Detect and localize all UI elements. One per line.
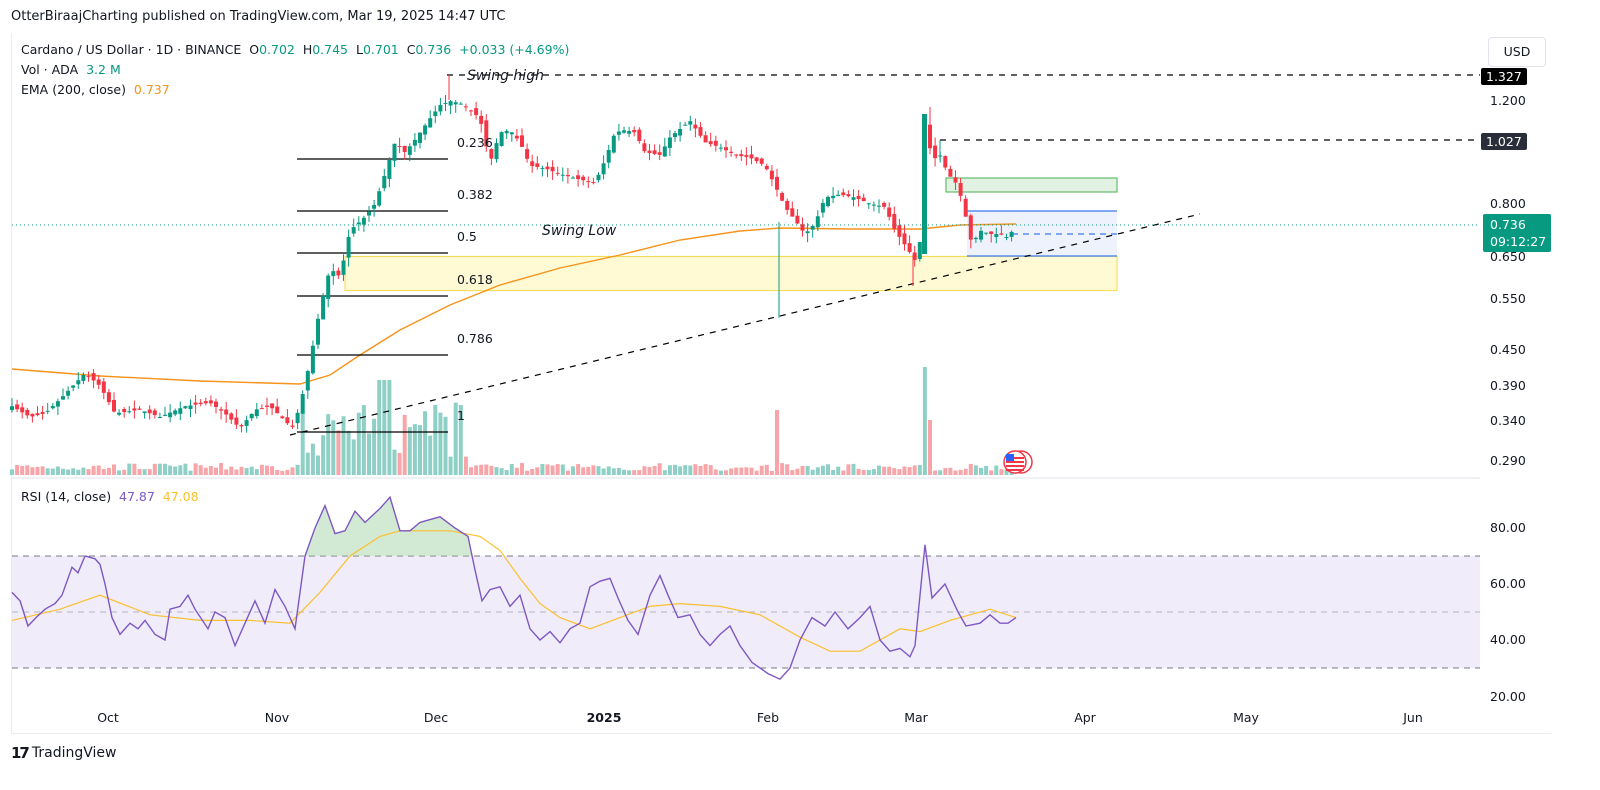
fib-level-label: 0.382 [457,187,493,202]
volume-label: Vol · ADA [21,62,79,77]
price-tick: 0.390 [1490,378,1526,393]
time-tick: Nov [264,710,290,725]
time-tick: May [1233,710,1259,725]
fib-level-label: 0.5 [457,229,477,244]
time-tick: 2025 [586,710,622,725]
candles [10,75,1014,433]
tradingview-brand[interactable]: 17 TradingView [11,744,116,762]
volume-legend[interactable]: Vol · ADA 3.2 M [21,62,121,77]
price-tick: 1.200 [1490,93,1526,108]
rsi-ma-value: 47.08 [162,489,199,504]
last-price: 0.736 [1490,217,1526,232]
price-tick: 0.340 [1490,413,1526,428]
price-tick: 0.800 [1490,196,1526,211]
ema-200-line [11,223,1017,385]
low-label: L [355,42,363,57]
time-tick: Feb [756,710,780,725]
rsi-tick: 80.00 [1490,520,1526,535]
rsi-tick: 20.00 [1490,689,1526,704]
ema-legend[interactable]: EMA (200, close) 0.737 [21,82,170,97]
time-tick: Jun [1403,710,1423,725]
level-price-tag: 1.027 [1481,133,1527,150]
time-tick: Apr [1074,710,1096,725]
last-price-tag: 0.736 09:12:27 [1483,214,1551,252]
ascending-trendline [289,213,1201,436]
close-label: C [406,42,416,57]
swing-high-price-tag: 1.327 [1481,68,1527,85]
golden-pocket-zone [344,255,1118,292]
rsi-label: RSI (14, close) [21,489,112,504]
fib-level-label: 0.786 [457,331,493,346]
bar-countdown: 09:12:27 [1490,234,1547,249]
brand-name: TradingView [31,745,117,761]
change-value: +0.033 (+4.69%) [459,42,570,57]
rsi-value: 47.87 [119,489,155,504]
time-tick: Dec [423,710,449,725]
volume-bars [10,367,1014,475]
high-label: H [302,42,313,57]
open-value: 0.702 [259,42,295,57]
rsi-ma-line [11,530,1017,652]
swing-low-label: Swing Low [542,223,617,239]
price-tick: 0.550 [1490,291,1526,306]
open-label: O [249,42,260,57]
rsi-overbought-fill [305,497,472,556]
rsi-tick: 60.00 [1490,576,1526,591]
low-value: 0.701 [362,42,399,57]
chart-frame [11,33,1551,734]
rsi-line [11,495,1017,681]
time-tick: Oct [97,710,119,725]
rsi-tick: 40.00 [1490,632,1526,647]
fib-level-label: 0.236 [457,135,493,150]
supply-zone-box [945,177,1118,193]
close-value: 0.736 [415,42,452,57]
ema-label: EMA (200, close) [21,82,126,97]
volume-value: 3.2 M [86,62,121,77]
us-economic-event-icon[interactable] [1003,450,1033,474]
currency-button[interactable]: USD [1488,37,1546,67]
high-value: 0.745 [312,42,349,57]
time-tick: Mar [904,710,928,725]
price-tick: 0.290 [1490,453,1526,468]
ema-value: 0.737 [133,82,170,97]
price-tick: 0.650 [1490,249,1526,264]
fib-level-label: 1 [457,408,465,423]
swing-high-label: Swing high [467,68,544,84]
publisher-header: OtterBiraajCharting published on Trading… [11,9,506,24]
tradingview-logo-icon: 17 [11,744,30,762]
rsi-legend[interactable]: RSI (14, close) 47.87 47.08 [21,489,199,504]
drawing-zones [12,177,1480,669]
price-tick: 0.450 [1490,342,1526,357]
symbol-legend[interactable]: Cardano / US Dollar · 1D · BINANCE O0.70… [21,42,569,57]
symbol-title[interactable]: Cardano / US Dollar · 1D · BINANCE [21,42,242,57]
fib-level-label: 0.618 [457,272,493,287]
overlay-annotations: 0.236 0.382 0.5 0.618 0.786 1 Swing high Swing … [457,68,1033,474]
